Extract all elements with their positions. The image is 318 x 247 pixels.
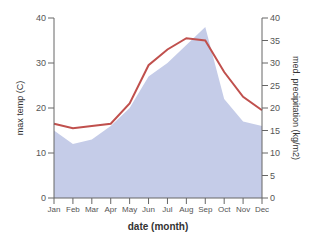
svg-text:35: 35 — [270, 36, 280, 46]
svg-text:40: 40 — [36, 13, 46, 23]
svg-text:med. precipitation (kg/m2): med. precipitation (kg/m2) — [291, 56, 301, 160]
svg-text:Jun: Jun — [142, 205, 155, 214]
svg-text:30: 30 — [36, 58, 46, 68]
svg-text:Apr: Apr — [105, 205, 118, 214]
svg-text:0: 0 — [41, 193, 46, 203]
svg-text:10: 10 — [270, 148, 280, 158]
svg-text:Sep: Sep — [198, 205, 213, 214]
svg-text:May: May — [122, 205, 137, 214]
svg-text:Jul: Jul — [162, 205, 172, 214]
svg-text:Aug: Aug — [179, 205, 193, 214]
svg-text:Oct: Oct — [218, 205, 231, 214]
svg-text:Mar: Mar — [85, 205, 99, 214]
svg-text:20: 20 — [270, 103, 280, 113]
svg-text:0: 0 — [270, 193, 275, 203]
svg-text:Feb: Feb — [66, 205, 80, 214]
svg-text:max temp (C): max temp (C) — [15, 81, 25, 136]
svg-text:30: 30 — [270, 58, 280, 68]
svg-text:Jan: Jan — [48, 205, 61, 214]
svg-text:10: 10 — [36, 148, 46, 158]
svg-text:date (month): date (month) — [128, 221, 189, 232]
svg-text:Dec: Dec — [255, 205, 269, 214]
svg-text:40: 40 — [270, 13, 280, 23]
svg-text:5: 5 — [270, 171, 275, 181]
svg-text:25: 25 — [270, 81, 280, 91]
svg-text:15: 15 — [270, 126, 280, 136]
svg-text:Nov: Nov — [236, 205, 250, 214]
svg-text:20: 20 — [36, 103, 46, 113]
